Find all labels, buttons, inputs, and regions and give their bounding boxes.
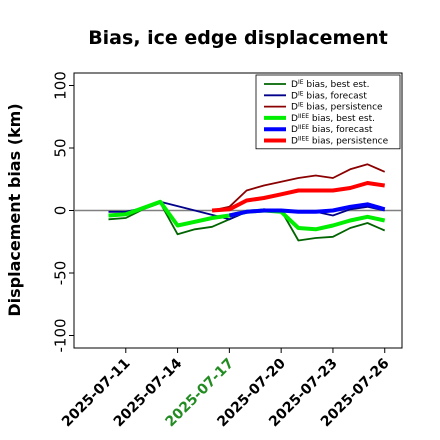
legend-label-0: DIE bias, best est. <box>291 79 369 90</box>
series-line-5 <box>211 181 385 213</box>
legend-label-2: DIE bias, persistence <box>291 102 383 113</box>
series-line-4 <box>228 202 386 218</box>
legend-label-1: DIE bias, forecast <box>291 90 367 101</box>
y-axis: -100 -50 0 50 100 <box>51 71 74 353</box>
y-tick-label-4: 100 <box>51 71 69 100</box>
legend-label-3: DIIEE bias, best est. <box>291 113 375 124</box>
chart-title: Bias, ice edge displacement <box>88 27 388 49</box>
y-tick-label-0: -100 <box>51 318 69 352</box>
y-tick-label-1: -50 <box>51 261 69 286</box>
legend: DIE bias, best est.DIE bias, forecastDIE… <box>255 74 401 150</box>
series-line-2 <box>211 163 386 212</box>
series-line-3 <box>108 199 386 232</box>
plot-area <box>73 72 403 349</box>
y-tick-label-2: 0 <box>51 206 69 216</box>
y-tick-label-3: 50 <box>51 138 69 157</box>
legend-label-5: DIIEE bias, persistence <box>291 136 389 147</box>
x-axis: 2025-07-112025-07-142025-07-172025-07-20… <box>59 348 393 430</box>
y-axis-label: Displacement bias (km) <box>5 103 24 316</box>
legend-box <box>255 74 401 150</box>
legend-label-4: DIIEE bias, forecast <box>291 124 373 135</box>
